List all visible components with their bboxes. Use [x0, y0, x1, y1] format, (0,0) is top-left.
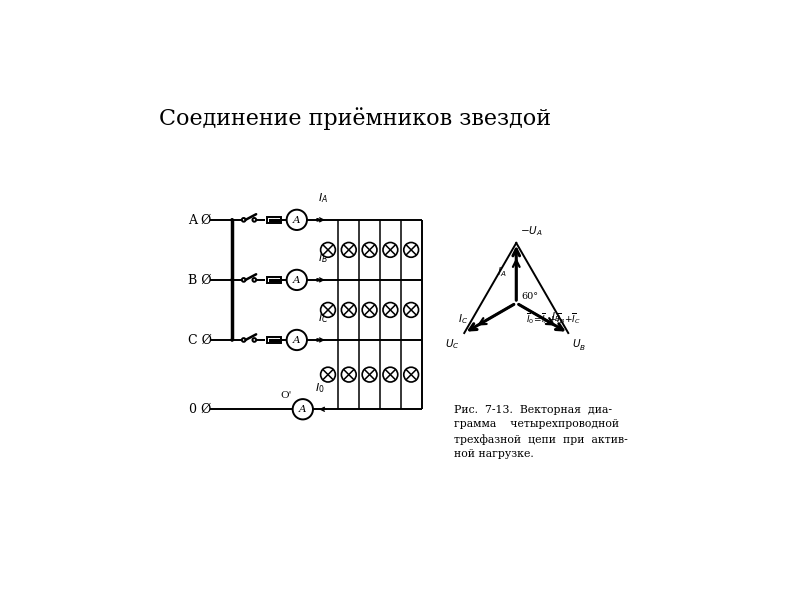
Circle shape [342, 302, 356, 317]
Circle shape [230, 218, 234, 221]
Circle shape [316, 338, 319, 342]
Text: B Ø: B Ø [188, 274, 212, 286]
Text: 0 Ø: 0 Ø [189, 403, 211, 416]
Circle shape [404, 242, 418, 257]
Circle shape [362, 302, 377, 317]
Circle shape [230, 278, 234, 282]
Bar [266, 217, 281, 223]
Circle shape [362, 242, 377, 257]
Circle shape [404, 367, 418, 382]
Text: A: A [293, 276, 301, 285]
Circle shape [383, 242, 398, 257]
Circle shape [342, 367, 356, 382]
Text: $I_A$: $I_A$ [497, 265, 506, 278]
Bar [266, 277, 281, 283]
Circle shape [321, 367, 335, 382]
Text: $I_B$: $I_B$ [551, 311, 561, 325]
Circle shape [404, 302, 418, 317]
Text: Соединение приёмников звездой: Соединение приёмников звездой [158, 107, 550, 130]
Circle shape [383, 367, 398, 382]
Circle shape [316, 278, 319, 282]
Text: $\overline{I}_0\!=\!\overline{I}_A\!+\!\overline{I}_B\!+\!\overline{I}_C$: $\overline{I}_0\!=\!\overline{I}_A\!+\!\… [526, 311, 581, 326]
Text: $I_0$: $I_0$ [315, 382, 325, 395]
Circle shape [316, 218, 319, 221]
Text: 60°: 60° [522, 292, 539, 301]
Text: A: A [293, 336, 301, 345]
Text: $I_A$: $I_A$ [318, 191, 328, 205]
Text: $I_C$: $I_C$ [458, 312, 468, 326]
Circle shape [342, 242, 356, 257]
Text: $I_C$: $I_C$ [318, 311, 329, 325]
Text: C Ø: C Ø [188, 334, 212, 346]
Text: O': O' [281, 391, 292, 400]
Text: A: A [299, 405, 306, 414]
Circle shape [321, 302, 335, 317]
Text: $I_B$: $I_B$ [318, 251, 328, 265]
Text: A Ø: A Ø [188, 214, 211, 226]
Bar [266, 337, 281, 343]
Circle shape [383, 302, 398, 317]
Text: $U_B^{\ }$: $U_B^{\ }$ [572, 337, 586, 352]
Circle shape [230, 338, 234, 342]
Text: Рис.  7-13.  Векторная  диа-
грамма    четырехпроводной
трехфазной  цепи  при  а: Рис. 7-13. Векторная диа- грамма четырех… [454, 404, 628, 459]
Text: $U_C$: $U_C$ [445, 338, 460, 352]
Circle shape [362, 367, 377, 382]
Circle shape [321, 242, 335, 257]
Text: $-U_A$: $-U_A$ [520, 224, 542, 238]
Text: A: A [293, 216, 301, 225]
